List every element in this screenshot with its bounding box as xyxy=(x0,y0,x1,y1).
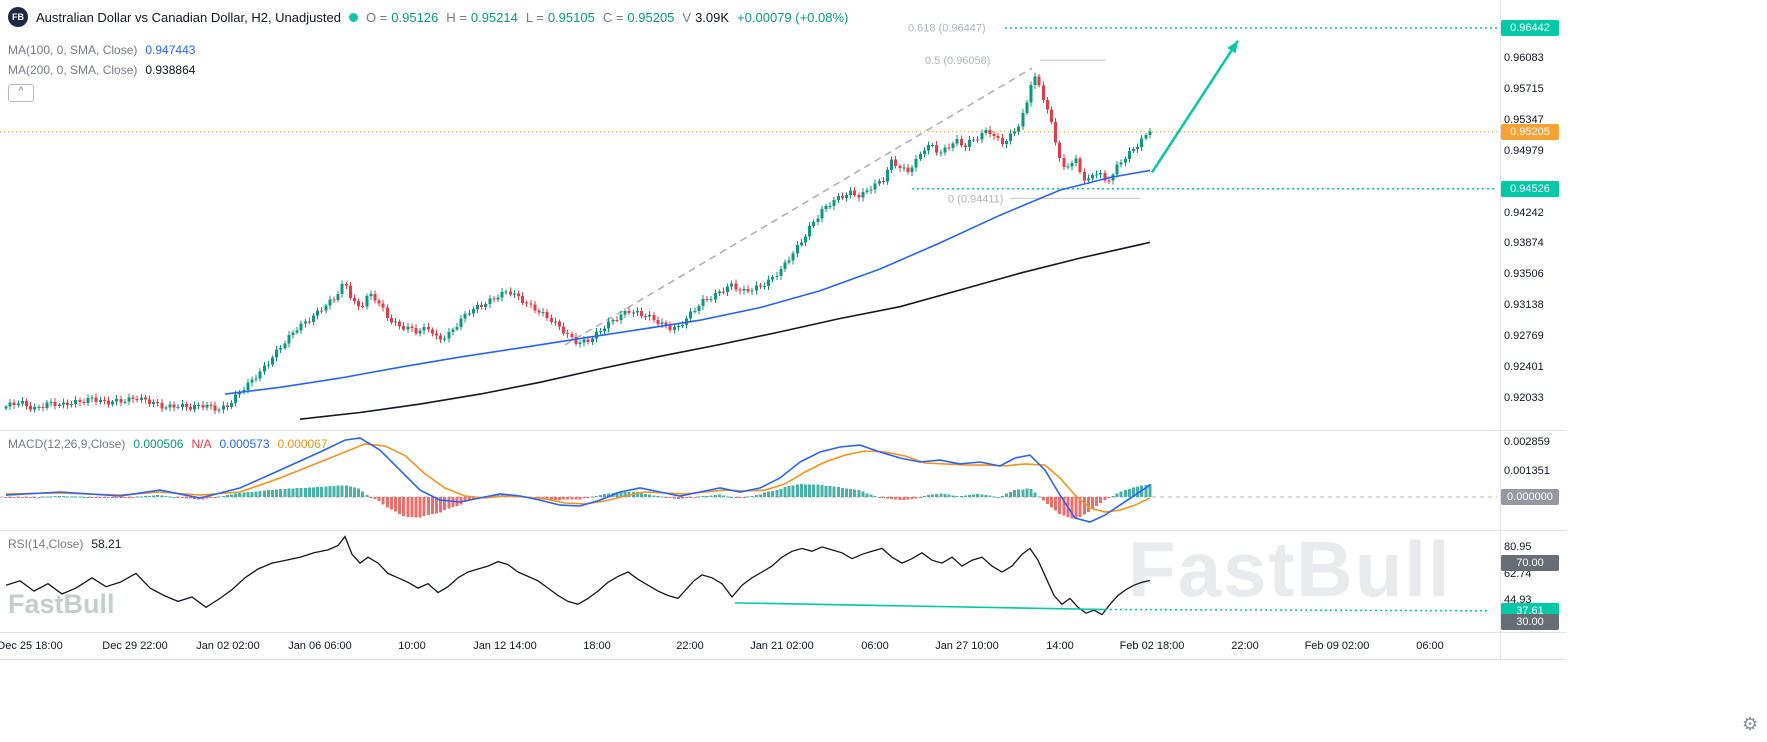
low-label: L = xyxy=(525,9,544,25)
axis-tick: 0.92769 xyxy=(1504,330,1544,343)
chart-bottom-border xyxy=(0,659,1566,660)
macd-main-line xyxy=(5,437,1151,523)
macd-signal-line xyxy=(5,443,1151,513)
axis-tick: 0.92033 xyxy=(1504,391,1544,404)
rsi-level-badge: 70.00 xyxy=(1501,555,1559,572)
settings-gear-icon[interactable]: ⚙ xyxy=(1742,714,1759,734)
time-axis-label: 10:00 xyxy=(398,640,426,652)
macd-legend[interactable]: MACD(12,26,9,Close) 0.000506 N/A 0.00057… xyxy=(8,437,328,451)
time-axis-label: Feb 02 18:00 xyxy=(1119,640,1185,652)
macd-zero-badge: 0.000000 xyxy=(1501,489,1559,505)
close-value: 0.95205 xyxy=(627,9,675,25)
ohlc-low: L = 0.95105 xyxy=(526,10,595,25)
price-levels xyxy=(0,27,1497,190)
ma100-legend[interactable]: MA(100, 0, SMA, Close) 0.947443 xyxy=(8,43,195,57)
fib-retracement: 0.618 (0.96447) 0.5 (0.96058) 0 (0.94411) xyxy=(908,22,1140,205)
dashed-trendline xyxy=(564,67,1033,346)
rsi-line xyxy=(5,535,1151,616)
ohlc-high: H = 0.95214 xyxy=(446,10,518,25)
high-value: 0.95214 xyxy=(470,9,518,25)
price-level-badge: 0.96442 xyxy=(1501,19,1559,36)
macd-signal-value: 0.000067 xyxy=(277,437,328,451)
high-label: H = xyxy=(446,9,467,25)
ma100-label: MA(100, 0, SMA, Close) xyxy=(8,43,138,57)
low-value: 0.95105 xyxy=(547,9,595,25)
candles xyxy=(4,72,1152,414)
time-axis-label: 06:00 xyxy=(1416,640,1444,652)
time-axis-label: Feb 09 02:00 xyxy=(1304,640,1370,652)
time-axis-label: Jan 06 06:00 xyxy=(288,640,352,652)
rsi-level-badge: 30.00 xyxy=(1501,614,1559,630)
axis-tick: 0.93874 xyxy=(1504,237,1544,250)
time-axis-label: Dec 29 22:00 xyxy=(102,640,168,652)
macd-line-value: 0.000573 xyxy=(219,437,270,451)
rsi-panel-separator xyxy=(0,530,1566,531)
volume-value: 3.09K xyxy=(695,9,730,25)
axis-tick: 0.94979 xyxy=(1504,144,1544,157)
ma100-value: 0.947443 xyxy=(145,43,196,57)
svg-text:0 (0.94411): 0 (0.94411) xyxy=(948,193,1003,205)
time-axis-label: Dec 25 18:00 xyxy=(0,640,63,652)
time-axis-label: 22:00 xyxy=(1231,640,1259,652)
time-axis-label: Jan 12 14:00 xyxy=(473,640,537,652)
svg-text:0.5 (0.96058): 0.5 (0.96058) xyxy=(925,55,990,67)
time-axis[interactable]: Dec 25 18:00 Dec 29 22:00 Jan 02 02:00 Jan … xyxy=(0,632,1500,660)
ma200-value: 0.938864 xyxy=(145,63,196,77)
time-axis-separator xyxy=(0,632,1566,633)
axis-tick: 0.93506 xyxy=(1504,268,1544,281)
rsi-legend[interactable]: RSI(14,Close) 58.21 xyxy=(8,537,121,551)
rsi-label: RSI(14,Close) xyxy=(8,537,84,551)
open-label: O = xyxy=(365,9,388,25)
ma200-label: MA(200, 0, SMA, Close) xyxy=(8,63,138,77)
collapse-legend-button[interactable]: ^ xyxy=(8,84,34,102)
time-axis-label: 06:00 xyxy=(861,640,889,652)
ma200-line xyxy=(299,241,1151,420)
axis-tick: 0.96083 xyxy=(1504,52,1544,64)
axis-tick: 0.001351 xyxy=(1504,465,1550,477)
ohlc-close: C = 0.95205 xyxy=(603,10,675,25)
open-value: 0.95126 xyxy=(391,9,439,25)
time-axis-label: Jan 02 02:00 xyxy=(196,640,260,652)
price-axis[interactable]: 0.96083 0.95715 0.95347 0.94979 0.94242 0.938… xyxy=(1500,0,1567,660)
price-level-badge: 0.94526 xyxy=(1501,180,1559,197)
svg-text:0.618 (0.96447): 0.618 (0.96447) xyxy=(908,22,986,34)
volume-label: V xyxy=(682,9,692,25)
axis-tick: 0.95715 xyxy=(1504,82,1544,95)
macd-label: MACD(12,26,9,Close) xyxy=(8,437,126,451)
ma100-line xyxy=(224,169,1151,395)
time-axis-label: Jan 21 02:00 xyxy=(750,640,814,652)
axis-tick: 0.94242 xyxy=(1504,206,1544,219)
price-level-badge: 0.95205 xyxy=(1501,123,1559,140)
ma200-legend[interactable]: MA(200, 0, SMA, Close) 0.938864 xyxy=(8,63,195,77)
projection-arrow xyxy=(1150,39,1240,174)
time-axis-label: 18:00 xyxy=(583,640,611,652)
macd-panel-separator xyxy=(0,430,1566,431)
market-status-dot xyxy=(348,12,358,22)
volume-readout: V 3.09K xyxy=(682,10,729,25)
price-axis-separator xyxy=(1500,0,1501,660)
axis-tick: 0.92401 xyxy=(1504,361,1544,374)
axis-tick: 0.002859 xyxy=(1504,436,1550,448)
axis-tick: 0.95347 xyxy=(1504,113,1544,126)
symbol-header: FB Australian Dollar vs Canadian Dollar,… xyxy=(8,7,848,27)
fastbull-fb-logo: FB xyxy=(8,7,28,27)
change-readout: +0.00079 (+0.08%) xyxy=(737,9,849,25)
rsi-value: 58.21 xyxy=(91,537,122,551)
macd-hist-value: 0.000506 xyxy=(133,437,184,451)
close-label: C = xyxy=(602,9,624,25)
time-axis-label: Jan 27 10:00 xyxy=(935,640,999,652)
axis-tick: 80.95 xyxy=(1504,541,1532,553)
ohlc-open: O = 0.95126 xyxy=(366,10,438,25)
fastbull-watermark-big: FastBull xyxy=(1128,525,1452,613)
macd-histogram xyxy=(4,484,1152,520)
symbol-title: Australian Dollar vs Canadian Dollar, H2… xyxy=(36,9,341,25)
time-axis-label: 14:00 xyxy=(1046,640,1074,652)
axis-tick: 0.93138 xyxy=(1504,299,1544,312)
rsi-trendline xyxy=(734,602,1491,612)
time-axis-label: 22:00 xyxy=(676,640,704,652)
macd-na-value: N/A xyxy=(191,437,212,451)
